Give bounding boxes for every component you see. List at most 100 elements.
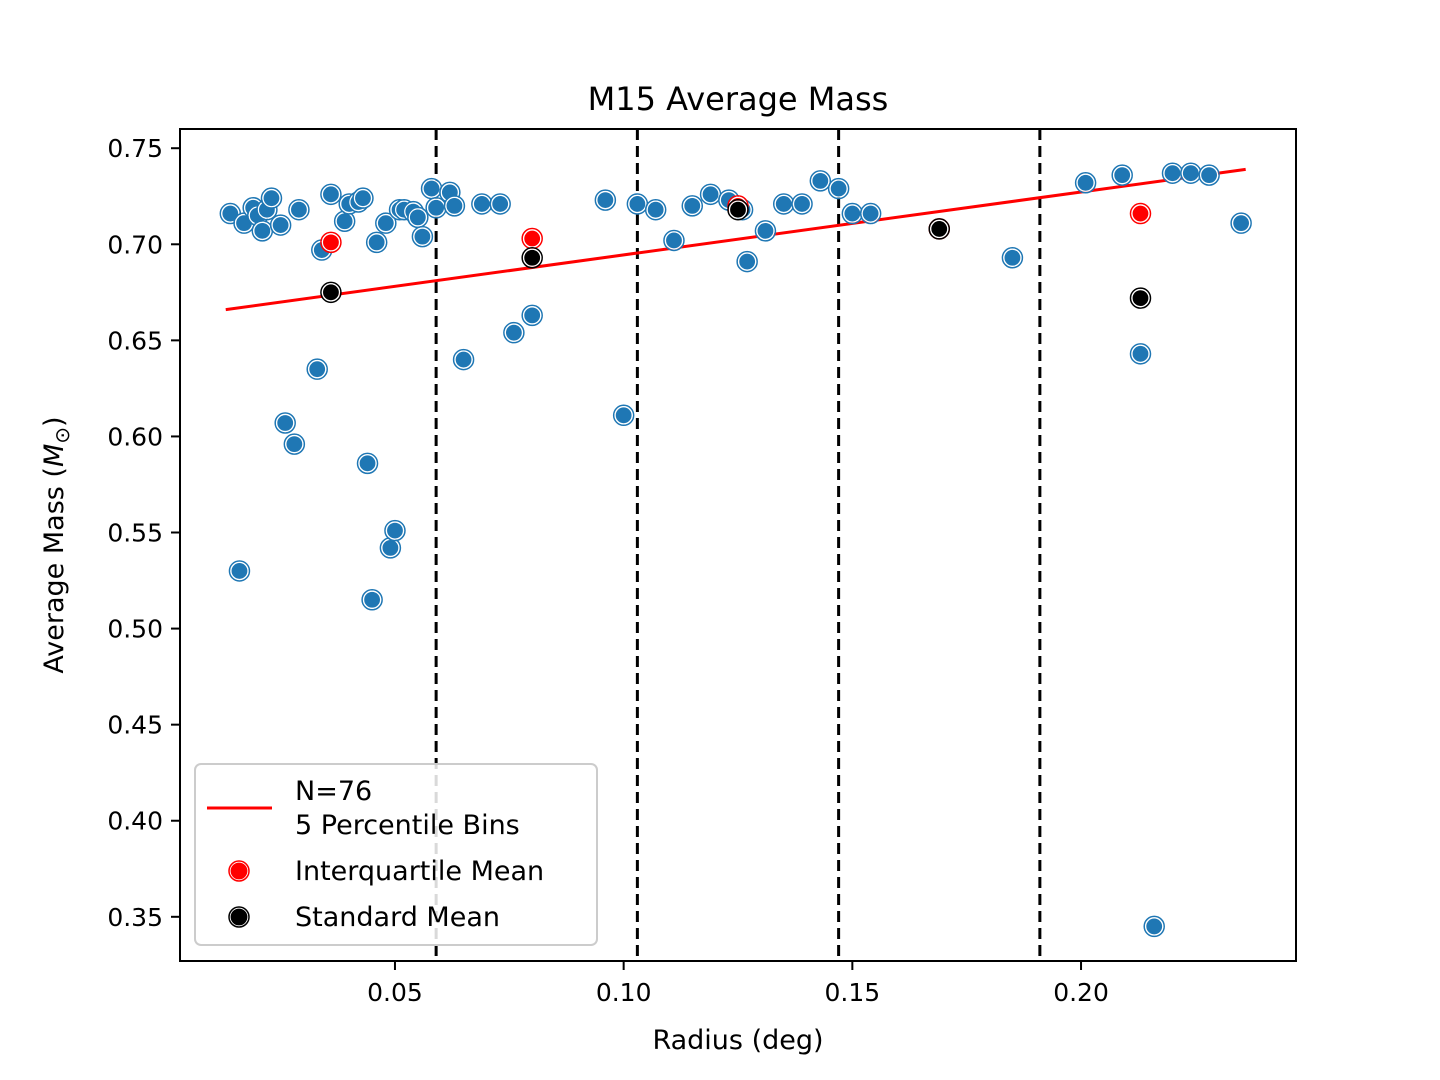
data-point-edge bbox=[411, 225, 434, 248]
data-point-edge bbox=[443, 195, 466, 217]
legend-standard-marker bbox=[229, 907, 249, 927]
data-point bbox=[1076, 173, 1095, 192]
standard-mean-points bbox=[320, 198, 1152, 309]
data-point bbox=[427, 198, 446, 217]
data-point-edge bbox=[1230, 212, 1252, 234]
data-point-edge bbox=[809, 170, 832, 192]
y-axis-label-suffix: ) bbox=[39, 416, 70, 427]
data-point bbox=[376, 214, 395, 233]
data-point-edge bbox=[1074, 172, 1097, 194]
data-point bbox=[861, 204, 880, 223]
data-point-edge bbox=[320, 183, 342, 206]
data-point-edge bbox=[1143, 915, 1165, 938]
data-point-edge bbox=[663, 229, 685, 252]
y-tick-label: 0.50 bbox=[107, 615, 163, 644]
legend-fit-label-line1: N=76 bbox=[295, 776, 372, 807]
data-point bbox=[664, 231, 684, 250]
data-point-edge bbox=[489, 193, 511, 215]
data-point-edge bbox=[452, 348, 475, 371]
y-axis-label-symbol: M bbox=[39, 444, 70, 467]
data-point bbox=[774, 194, 793, 214]
data-point bbox=[792, 194, 812, 214]
legend-interquartile-marker-edge bbox=[228, 860, 250, 882]
fit-line-group bbox=[225, 167, 1246, 312]
data-point-edge bbox=[1198, 164, 1220, 186]
data-point bbox=[738, 252, 757, 271]
standard-mean-point bbox=[728, 200, 748, 219]
standard-mean-point bbox=[930, 219, 949, 239]
data-point bbox=[1163, 164, 1182, 183]
x-tick-label: 0.10 bbox=[596, 978, 652, 1007]
y-tick-label: 0.35 bbox=[107, 903, 163, 932]
y-axis-label: Average Mass (M⊙) bbox=[39, 416, 74, 673]
legend-standard-marker-edge bbox=[228, 906, 250, 928]
data-point-edge bbox=[827, 177, 850, 200]
data-point bbox=[472, 194, 491, 214]
legend: N=76 5 Percentile Bins Interquartile Mea… bbox=[194, 763, 598, 946]
data-point bbox=[321, 185, 341, 204]
data-point bbox=[646, 200, 665, 219]
y-axis-label-prefix: Average Mass ( bbox=[39, 467, 70, 674]
interquartile-mean-point bbox=[523, 229, 542, 248]
data-point bbox=[843, 204, 862, 223]
chart-title: M15 Average Mass bbox=[588, 80, 889, 118]
data-point bbox=[523, 306, 542, 325]
x-axis-ticks: 0.05 0.10 0.15 0.20 bbox=[367, 961, 1109, 1007]
data-point bbox=[1181, 164, 1200, 183]
data-point-edge bbox=[736, 250, 758, 273]
data-point bbox=[413, 227, 432, 246]
data-point-edge bbox=[754, 220, 777, 242]
data-point-edge bbox=[791, 193, 813, 215]
y-tick-label: 0.70 bbox=[107, 230, 163, 259]
data-point-edge bbox=[644, 198, 667, 221]
data-point-edge bbox=[306, 358, 328, 380]
data-point bbox=[504, 323, 523, 342]
legend-standard-label: Standard Mean bbox=[295, 902, 500, 933]
data-point bbox=[308, 360, 327, 379]
data-point bbox=[289, 200, 309, 219]
legend-box bbox=[194, 763, 598, 946]
standard-mean-point-edge bbox=[521, 246, 543, 269]
data-point bbox=[271, 215, 290, 235]
data-point bbox=[253, 221, 272, 240]
data-point bbox=[285, 435, 304, 454]
y-axis-label-subscript: ⊙ bbox=[50, 427, 74, 444]
data-point-edge bbox=[228, 560, 251, 582]
data-point-edge bbox=[681, 195, 704, 217]
plot-area bbox=[219, 129, 1252, 961]
y-axis-ticks: 0.35 0.40 0.45 0.50 0.55 0.60 0.65 0.70 0.75 bbox=[107, 134, 180, 932]
bin-edge-lines bbox=[434, 129, 1042, 961]
data-point-edge bbox=[352, 187, 374, 209]
data-point-edge bbox=[1111, 164, 1133, 186]
x-tick-label: 0.05 bbox=[367, 978, 423, 1007]
data-point bbox=[381, 538, 400, 557]
data-point-edge bbox=[503, 321, 525, 344]
data-point-edge bbox=[384, 519, 406, 542]
y-tick-label: 0.65 bbox=[107, 326, 163, 355]
data-point bbox=[683, 196, 702, 215]
data-point-edge bbox=[1001, 246, 1024, 269]
data-point-edge bbox=[1129, 343, 1152, 365]
data-point bbox=[829, 179, 848, 198]
standard-mean-point bbox=[321, 283, 341, 302]
data-point bbox=[276, 413, 295, 433]
standard-mean-point-edge bbox=[928, 218, 950, 240]
standard-mean-point-edge bbox=[1129, 287, 1152, 309]
data-point bbox=[367, 233, 386, 252]
data-point-edge bbox=[612, 404, 635, 427]
interquartile-mean-point bbox=[321, 233, 341, 252]
data-point bbox=[756, 221, 775, 240]
legend-fit-label-line2: 5 Percentile Bins bbox=[295, 810, 520, 841]
data-points bbox=[219, 162, 1252, 938]
y-tick-label: 0.55 bbox=[107, 519, 163, 548]
data-point bbox=[811, 171, 830, 190]
x-tick-label: 0.20 bbox=[1053, 978, 1109, 1007]
data-point bbox=[230, 561, 249, 581]
data-point-edge bbox=[594, 189, 617, 211]
data-point-edge bbox=[521, 304, 543, 327]
data-point bbox=[358, 454, 377, 473]
y-tick-label: 0.45 bbox=[107, 711, 163, 740]
data-point bbox=[596, 190, 615, 210]
data-point bbox=[1003, 248, 1022, 267]
data-point bbox=[408, 208, 427, 227]
